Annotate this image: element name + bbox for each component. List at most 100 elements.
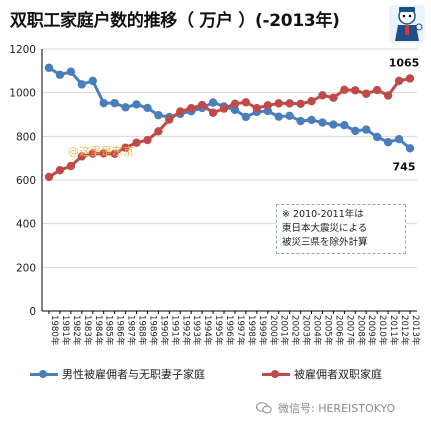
series-2-point-4: [88, 149, 97, 158]
wechat-icon: [256, 402, 272, 414]
series-1-point-6: [110, 98, 119, 108]
series-1-point-31: [383, 138, 393, 147]
series-2-point-2: [66, 161, 76, 171]
series-2-point-32: [394, 76, 404, 86]
series-1-point-15: [208, 98, 218, 107]
series-2-point-29: [362, 89, 371, 98]
x-tick-label-26: 2006年: [333, 315, 345, 346]
series-2-point-1: [55, 165, 65, 175]
series-2-point-5: [99, 149, 108, 158]
x-tick-label-14: 1994年: [202, 315, 214, 346]
series-2-point-23: [296, 99, 305, 109]
series-2-point-26: [329, 93, 338, 102]
series-2-point-3: [77, 152, 87, 161]
x-tick-label-2: 1982年: [71, 315, 83, 346]
series-1-point-10: [154, 110, 163, 120]
series-2-point-24: [307, 96, 316, 106]
x-tick-label-30: 2010年: [377, 315, 389, 346]
series-1-point-9: [143, 103, 152, 113]
x-tick-label-19: 1999年: [257, 315, 269, 346]
series-2-point-0: [44, 172, 54, 182]
series-1-point-7: [121, 103, 130, 112]
legend-item-series-1: 男性被雇佣者与无职妻子家庭: [30, 366, 205, 382]
x-tick-label-31: 2011年: [388, 315, 400, 346]
series-2-point-19: [252, 103, 262, 113]
series-1-point-22: [285, 111, 294, 121]
x-tick-label-4: 1984年: [93, 315, 105, 346]
y-tick-label-600: 600: [16, 175, 36, 187]
series-2-point-14: [197, 100, 207, 110]
x-tick-label-20: 2000年: [268, 315, 280, 346]
series-2-point-33: [405, 74, 415, 83]
x-tick-label-1: 1981年: [60, 315, 72, 346]
chart-note-box: ※ 2010-2011年は 東日本大震災による 被災三県を除外計算: [276, 204, 406, 254]
series-1-point-29: [362, 125, 371, 134]
chart-title: 双职工家庭户数的推移（ 万户 ）(-2013年): [10, 11, 340, 31]
series-1-point-2: [66, 67, 76, 76]
x-tick-label-24: 2004年: [312, 315, 324, 346]
x-tick-label-27: 2007年: [344, 315, 356, 346]
x-tick-label-32: 2012年: [399, 315, 411, 346]
legend-item-series-2: 被雇佣者双职家庭: [262, 366, 382, 382]
y-tick-label-800: 800: [16, 131, 36, 143]
series-1-point-4: [88, 76, 97, 86]
series-1-point-27: [340, 120, 349, 130]
series-1-line: [48, 66, 411, 150]
x-tick-label-21: 2001年: [279, 315, 291, 346]
series-2-point-9: [143, 135, 152, 145]
x-tick-label-12: 1992年: [180, 315, 192, 346]
series-2-point-10: [154, 127, 163, 136]
y-tick-label-1000: 1000: [9, 88, 36, 100]
x-tick-label-22: 2002年: [290, 315, 302, 346]
series-1-point-0: [44, 63, 54, 72]
series-1-point-25: [318, 118, 327, 127]
x-tick-label-7: 1987年: [126, 315, 138, 346]
legend-label-series-1: 男性被雇佣者与无职妻子家庭: [62, 368, 205, 381]
series-2-point-12: [176, 107, 185, 116]
series-2-point-6: [110, 149, 119, 158]
note-line-1: ※ 2010-2011年は: [282, 209, 364, 220]
x-tick-label-33: 2013年: [410, 315, 422, 346]
x-tick-label-18: 1998年: [246, 315, 258, 346]
watermark-stamp: @这里是东京: [68, 145, 134, 158]
series-2-point-11: [165, 115, 174, 124]
x-tick-label-25: 2005年: [322, 315, 334, 346]
y-tick-label-200: 200: [16, 262, 36, 274]
series-2-point-31: [383, 91, 393, 100]
x-tick-label-9: 1989年: [147, 315, 159, 346]
series-1-point-23: [296, 116, 305, 126]
legend-marker-series-1: [30, 369, 58, 378]
x-tick-label-10: 1990年: [158, 315, 170, 346]
series-2-point-17: [230, 99, 240, 109]
series-2-point-21: [274, 99, 283, 108]
mascot-logo: [389, 5, 425, 43]
x-tick-label-15: 1995年: [213, 315, 225, 346]
series-2-point-18: [241, 98, 251, 107]
x-tick-label-5: 1985年: [104, 315, 116, 346]
series-1-point-33: [405, 144, 415, 153]
series-1-point-32: [394, 134, 404, 144]
series-2-point-8: [132, 138, 141, 147]
series-1-point-3: [77, 80, 87, 89]
series-1-point-1: [55, 70, 65, 79]
data-label-1: 745: [393, 160, 416, 173]
x-tick-label-29: 2009年: [366, 315, 378, 346]
series-1-point-21: [274, 112, 283, 121]
series-2-point-16: [219, 104, 229, 113]
x-tick-label-3: 1983年: [82, 315, 94, 346]
x-tick-label-0: 1980年: [49, 315, 61, 346]
legend-marker-series-2: [262, 369, 290, 378]
series-1-point-17: [230, 105, 240, 115]
series-2-point-28: [351, 86, 360, 95]
series-2-point-27: [340, 85, 349, 95]
series-2-point-7: [121, 143, 130, 152]
x-tick-label-23: 2003年: [301, 315, 313, 346]
wechat-watermark: 微信号: HEREISTOKYO: [256, 400, 395, 416]
series-2-line: [48, 77, 411, 179]
watermark-text: 微信号: HEREISTOKYO: [278, 402, 396, 415]
series-2-point-13: [187, 103, 196, 113]
series-1-point-5: [99, 98, 108, 108]
series-2-point-15: [208, 108, 218, 117]
series-2-point-30: [372, 85, 382, 95]
